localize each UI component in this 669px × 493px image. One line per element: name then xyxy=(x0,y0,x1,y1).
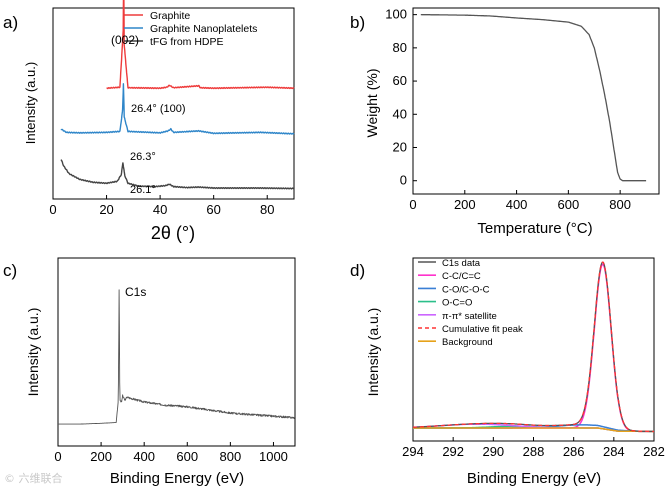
panel-label-a: a) xyxy=(3,13,18,32)
y-axis-label-d: Intensity (a.u.) xyxy=(365,308,381,397)
series-line-graphite xyxy=(106,0,295,90)
legend-entry: tFG from HDPE xyxy=(150,36,224,48)
plot-frame: 0 20 40 60 80 xyxy=(49,7,295,217)
plot-border xyxy=(52,7,295,200)
legend-entry: C1s data xyxy=(442,258,481,269)
x-tick-label: 800 xyxy=(609,197,631,212)
legend-entry: O-C=O xyxy=(442,298,472,309)
x-tick-label: 200 xyxy=(90,449,112,464)
panel-label-c: c) xyxy=(3,261,17,280)
annotation-nanoplatelets-peak: 26.3° xyxy=(130,151,156,163)
annotation-002: (002) xyxy=(111,33,139,47)
y-tick-label: 20 xyxy=(393,140,407,155)
plot-frame: 0 200 400 600 800 1000 xyxy=(54,257,296,464)
x-tick-label: 400 xyxy=(506,197,528,212)
y-tick-label: 80 xyxy=(393,40,407,55)
panel-label-b: b) xyxy=(350,13,365,32)
y-axis-label-a: Intensity (a.u.) xyxy=(23,62,38,144)
series-line-tga xyxy=(420,13,647,182)
y-tick-label: 0 xyxy=(400,173,407,188)
x-tick-label: 40 xyxy=(153,202,167,217)
x-tick-label: 0 xyxy=(409,197,416,212)
y-axis-label-c: Intensity (a.u.) xyxy=(25,308,41,397)
x-tick-label: 282 xyxy=(643,444,665,459)
y-tick-label: 100 xyxy=(385,7,407,22)
x-tick-label: 0 xyxy=(49,202,56,217)
x-tick-label: 0 xyxy=(54,449,61,464)
series-line-graphite-nanoplatelets xyxy=(60,83,295,135)
x-axis-label-c: Binding Energy (eV) xyxy=(110,470,244,487)
x-tick-label: 80 xyxy=(260,202,274,217)
x-tick-label: 400 xyxy=(133,449,155,464)
y-axis-label-b: Weight (%) xyxy=(364,69,380,138)
legend-entry: C-C/C=C xyxy=(442,271,481,282)
y-tick-label: 40 xyxy=(393,106,407,121)
series-line-tfg-from-hdpe xyxy=(60,159,295,190)
x-tick-label: 286 xyxy=(563,444,585,459)
x-tick-label: 1000 xyxy=(259,449,288,464)
legend-d: C1s data C-C/C=C C-O/C-O-C O-C=O π-π* satell… xyxy=(418,258,523,348)
plot-border xyxy=(412,7,660,195)
x-tick-label: 290 xyxy=(482,444,504,459)
legend-entry: Cumulative fit peak xyxy=(442,324,523,335)
plot-border xyxy=(57,257,296,447)
x-tick-label: 20 xyxy=(99,202,113,217)
panel-label-d: d) xyxy=(350,261,365,280)
x-tick-label: 800 xyxy=(220,449,242,464)
watermark: © 六维联合 xyxy=(4,472,63,485)
legend-entry: C-O/C-O-C xyxy=(442,284,490,295)
y-tick-label: 60 xyxy=(393,73,407,88)
series-line-cumulative-fit xyxy=(412,261,655,433)
x-tick-label: 288 xyxy=(523,444,545,459)
legend-entry: Graphite Nanoplatelets xyxy=(150,23,257,35)
x-tick-label: 600 xyxy=(176,449,198,464)
plot-frame: 0 200 400 600 800 xyxy=(409,7,660,212)
legend-entry: π-π* satellite xyxy=(442,311,497,322)
legend-entry: Graphite xyxy=(150,10,190,22)
series-line-background xyxy=(412,427,655,433)
x-axis-label-d: Binding Energy (eV) xyxy=(467,470,601,487)
x-axis-label-a: 2θ (°) xyxy=(151,223,195,243)
x-axis-label-b: Temperature (°C) xyxy=(477,220,592,237)
legend-entry: Background xyxy=(442,337,493,348)
annotation-tfg-peak: 26.1° xyxy=(130,184,156,196)
x-tick-label: 60 xyxy=(206,202,220,217)
x-tick-label: 294 xyxy=(402,444,424,459)
x-tick-label: 292 xyxy=(442,444,464,459)
annotation-graphite-peak: 26.4° (100) xyxy=(131,103,186,115)
plot-frame: 294 292 290 288 286 284 282 xyxy=(402,257,665,459)
x-tick-label: 200 xyxy=(454,197,476,212)
annotation-c1s: C1s xyxy=(125,285,146,299)
series-line-survey xyxy=(57,289,296,425)
x-tick-label: 284 xyxy=(603,444,625,459)
x-tick-label: 600 xyxy=(558,197,580,212)
